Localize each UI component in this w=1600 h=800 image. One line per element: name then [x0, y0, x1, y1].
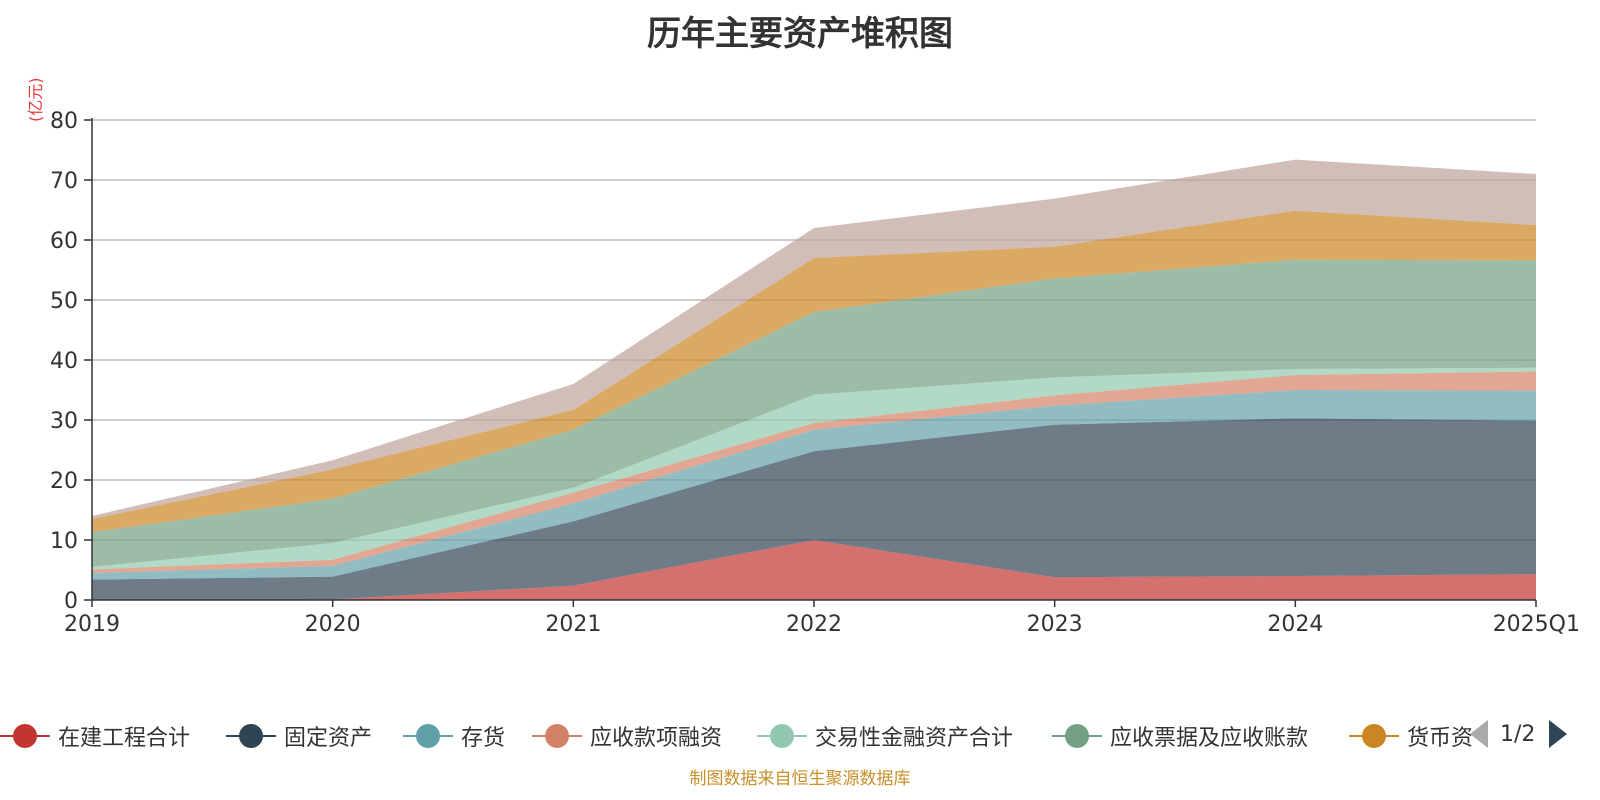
legend-marker-icon [1349, 723, 1399, 749]
legend-page-indicator: 1/2 [1500, 721, 1536, 747]
legend-label: 固定资产 [284, 726, 373, 751]
legend-marker-icon [403, 723, 453, 749]
legend-item-5[interactable]: 应收票据及应收账款 [1052, 718, 1308, 754]
x-tick-label: 2023 [1027, 612, 1083, 637]
area-series-5 [92, 259, 1536, 567]
chart-title: 历年主要资产堆积图 [647, 14, 953, 54]
y-tick-label: 80 [50, 109, 78, 134]
x-tick-label: 2025Q1 [1493, 612, 1580, 637]
legend-item-1[interactable]: 固定资产 [226, 718, 372, 754]
y-tick-label: 20 [50, 469, 78, 494]
area-series-7 [92, 159, 1536, 519]
data-source-note: 制图数据来自恒生聚源数据库 [689, 769, 911, 789]
legend-item-4[interactable]: 交易性金融资产合计 [757, 718, 1013, 754]
legend-next-page-icon[interactable] [1549, 720, 1568, 748]
legend-marker-icon [1052, 723, 1102, 749]
legend-label: 货币资 [1407, 726, 1474, 751]
legend-label: 在建工程合计 [58, 726, 191, 751]
x-tick-label: 2021 [545, 612, 601, 637]
y-tick-label: 70 [50, 169, 78, 194]
x-tick-label: 2020 [305, 612, 361, 637]
y-tick-label: 30 [50, 409, 78, 434]
legend-label: 存货 [461, 726, 506, 751]
legend-marker-icon [532, 723, 582, 749]
legend: 在建工程合计 固定资产 存货 应收款项融资 交易性金融资产合计 应收票据及应收账款 货币资 [0, 718, 1600, 758]
legend-item-0[interactable]: 在建工程合计 [0, 718, 190, 754]
legend-pager: 1/2 [1470, 720, 1568, 748]
legend-marker-icon [226, 723, 276, 749]
x-tick-label: 2019 [64, 612, 120, 637]
x-tick-label: 2022 [786, 612, 842, 637]
y-tick-label: 40 [50, 349, 78, 374]
area-series-layer [92, 159, 1536, 600]
legend-label: 应收款项融资 [590, 726, 723, 751]
x-tick-label: 2024 [1267, 612, 1323, 637]
legend-label: 应收票据及应收账款 [1110, 726, 1309, 751]
legend-marker-icon [757, 723, 807, 749]
area-series-2 [92, 390, 1536, 580]
area-series-0 [92, 540, 1536, 600]
area-series-4 [92, 367, 1536, 570]
axes: 0 10 20 30 40 50 60 70 80 2019 2020 2021 2022 2023 202… [50, 109, 1580, 637]
y-tick-label: 0 [64, 589, 78, 614]
y-tick-label: 50 [50, 289, 78, 314]
y-tick-label: 60 [50, 229, 78, 254]
legend-item-6[interactable]: 货币资 [1349, 718, 1473, 754]
legend-prev-page-icon[interactable] [1470, 720, 1488, 748]
area-series-1 [92, 418, 1536, 600]
legend-label: 交易性金融资产合计 [815, 726, 1014, 751]
legend-marker-icon [0, 723, 50, 749]
area-series-6 [92, 210, 1536, 533]
stacked-area-chart: 0 10 20 30 40 50 60 70 80 2019 2020 2021 2022 2023 202… [50, 109, 1580, 637]
y-tick-label: 10 [50, 529, 78, 554]
legend-item-3[interactable]: 应收款项融资 [532, 718, 722, 754]
legend-item-2[interactable]: 存货 [403, 718, 505, 754]
